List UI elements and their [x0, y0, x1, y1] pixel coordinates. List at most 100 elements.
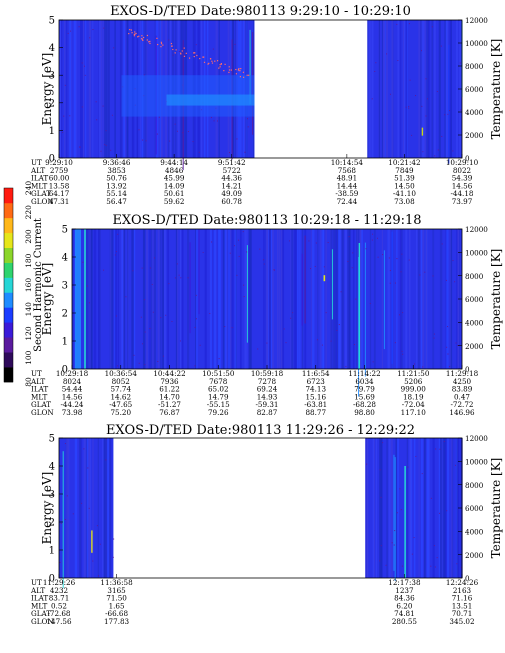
heatmap-dot	[199, 344, 201, 346]
heatmap-dot	[273, 269, 275, 271]
heatmap-streak	[369, 229, 372, 369]
heatmap-dot	[152, 311, 154, 313]
heatmap-dot	[399, 314, 401, 316]
orbit-cell-alt: 1237	[395, 586, 414, 595]
heatmap-spike	[391, 231, 393, 364]
heatmap-dot	[405, 106, 407, 108]
orbit-cell-alt: 3165	[107, 586, 126, 595]
y-tick-label: 3	[49, 490, 55, 501]
heatmap-dot	[141, 343, 143, 345]
heatmap-spike	[448, 44, 450, 164]
heatmap-streak	[160, 229, 162, 369]
orbit-cell-ut: 12:24:26	[446, 578, 479, 587]
colorbar-swatch	[4, 202, 13, 219]
heatmap-streak	[98, 229, 101, 369]
heatmap-streak	[265, 229, 268, 369]
heatmap-spike	[249, 29, 251, 105]
heatmap-dot	[203, 61, 206, 63]
heatmap-dot	[439, 512, 441, 514]
heatmap-streak	[416, 229, 418, 369]
heatmap-dot	[433, 337, 435, 339]
heatmap-dot	[196, 54, 198, 57]
heatmap-dot	[156, 37, 158, 39]
orbit-cell-ilat: 60.00	[49, 174, 70, 183]
heatmap-streak	[378, 20, 380, 158]
heatmap-dot	[218, 358, 220, 360]
heatmap-dot	[219, 66, 221, 68]
heatmap-dot	[162, 355, 164, 357]
orbit-cell-alt: 2759	[50, 166, 69, 175]
orbit-row-label: ALT	[30, 166, 45, 175]
heatmap-streak	[95, 229, 97, 369]
orbit-cell-glon: 76.87	[159, 408, 180, 417]
heatmap-dot	[234, 245, 236, 247]
heatmap	[59, 438, 463, 589]
heatmap-dot	[430, 497, 432, 499]
heatmap-streak	[432, 229, 434, 369]
heatmap-streak	[359, 229, 361, 369]
orbit-cell-mlt: 18.19	[403, 392, 424, 401]
heatmap-dot	[231, 327, 233, 329]
heatmap-dot	[394, 342, 396, 344]
heatmap-streak	[439, 229, 443, 369]
orbit-cell-ilat: 48.91	[337, 174, 358, 183]
colorbar-swatch	[4, 322, 13, 338]
orbit-row-label: GLAT	[31, 609, 51, 618]
heatmap-dot	[87, 467, 89, 469]
heatmap-streak	[402, 20, 404, 158]
y-tick-label: 0	[62, 365, 68, 376]
heatmap-dot	[96, 525, 98, 527]
orbit-cell-ut: 10:29:18	[56, 369, 89, 378]
heatmap-dot	[103, 269, 105, 271]
heatmap-dot	[170, 42, 173, 45]
heatmap-dot	[174, 123, 176, 125]
heatmap-dot	[382, 442, 384, 444]
heatmap-dot	[81, 502, 83, 504]
heatmap-dot	[372, 233, 374, 235]
heatmap-dot	[353, 344, 355, 346]
heatmap-streak	[90, 438, 92, 578]
heatmap-dot	[401, 253, 403, 255]
colorbar-swatch	[4, 188, 13, 204]
heatmap-dot	[141, 38, 144, 40]
heatmap-streak	[371, 20, 374, 158]
heatmap-spike	[358, 243, 361, 369]
y2-tick-label: 0	[465, 365, 470, 374]
heatmap-streak	[98, 20, 101, 158]
heatmap-dot	[399, 488, 401, 490]
heatmap-spike	[62, 451, 64, 589]
orbit-cell-glat: -63.81	[304, 400, 327, 409]
heatmap-dot	[84, 65, 86, 67]
y2-tick-label: 6000	[465, 85, 484, 94]
heatmap-dot	[64, 84, 66, 86]
heatmap-streak	[397, 20, 399, 158]
heatmap-dot	[239, 76, 242, 78]
orbit-cell-alt: 3853	[107, 166, 126, 175]
heatmap-dot	[238, 69, 240, 71]
colorbar-swatch	[4, 262, 13, 278]
heatmap-dot	[413, 363, 415, 365]
heatmap-streak	[428, 20, 430, 158]
heatmap-streak	[245, 229, 248, 369]
heatmap-streak	[427, 438, 430, 578]
heatmap-dot	[236, 138, 238, 140]
heatmap-streak	[417, 229, 420, 369]
heatmap-streak	[392, 229, 394, 369]
heatmap-dot	[460, 567, 462, 569]
heatmap-dot	[452, 260, 454, 262]
heatmap-spike	[304, 235, 306, 324]
heatmap-dot	[97, 575, 99, 577]
heatmap-dot	[79, 146, 81, 148]
heatmap-streak	[381, 229, 383, 369]
heatmap-dot	[81, 106, 83, 108]
heatmap-streak	[90, 229, 93, 369]
heatmap-dot	[183, 47, 185, 49]
heatmap-streak	[387, 229, 389, 369]
heatmap-streak	[228, 229, 230, 369]
heatmap-streak	[373, 229, 376, 369]
heatmap-dot	[244, 151, 246, 153]
heatmap-dot	[452, 150, 454, 152]
heatmap-dot	[199, 57, 201, 60]
heatmap-dot	[168, 39, 170, 41]
orbit-cell-glat: -68.28	[353, 400, 376, 409]
